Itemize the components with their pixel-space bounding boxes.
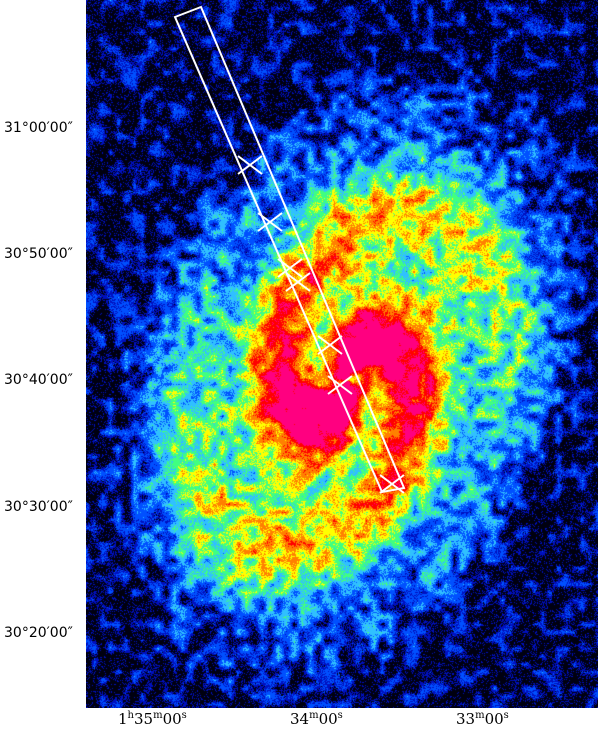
- y-tick-label: 31°00′00″: [4, 120, 73, 136]
- x-tick-label: 34m00s: [290, 710, 343, 728]
- x-tick-label: 33m00s: [456, 710, 509, 728]
- cross-marker: [317, 335, 343, 355]
- slit-rectangle: [173, 5, 406, 494]
- cross-marker: [327, 375, 353, 395]
- x-tick-label: 1h35m00s: [118, 710, 187, 728]
- cross-marker: [237, 155, 263, 175]
- cross-marker: [277, 258, 303, 278]
- cross-marker: [285, 272, 311, 292]
- y-tick-label: 30°40′00″: [4, 372, 73, 388]
- cross-marker: [379, 474, 405, 494]
- y-tick-label: 30°50′00″: [4, 246, 73, 262]
- y-tick-label: 30°30′00″: [4, 499, 73, 515]
- y-tick-label: 30°20′00″: [4, 625, 73, 641]
- cross-marker: [257, 212, 283, 232]
